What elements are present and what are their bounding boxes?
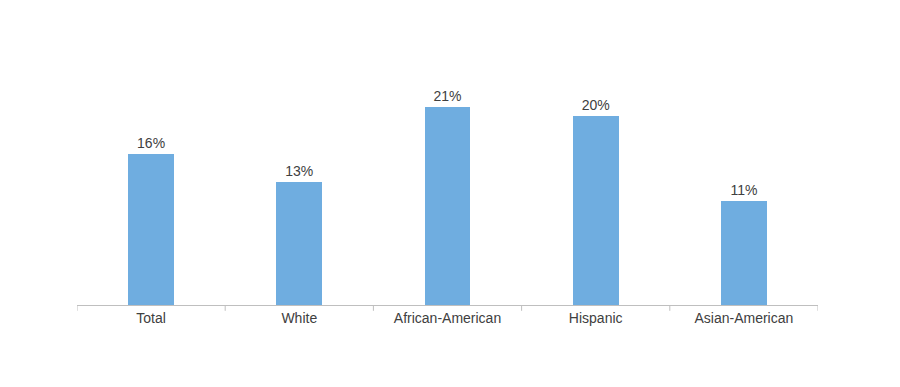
svg-text:16%: 16% bbox=[137, 135, 165, 151]
svg-text:11%: 11% bbox=[730, 182, 757, 198]
svg-text:Asian-American: Asian-American bbox=[694, 310, 793, 326]
svg-text:Total: Total bbox=[136, 310, 166, 326]
svg-text:20%: 20% bbox=[582, 97, 610, 113]
svg-text:13%: 13% bbox=[285, 163, 313, 179]
svg-text:White: White bbox=[281, 310, 317, 326]
svg-text:21%: 21% bbox=[433, 88, 461, 104]
svg-text:Hispanic: Hispanic bbox=[569, 310, 623, 326]
svg-text:African-American: African-American bbox=[394, 310, 501, 326]
